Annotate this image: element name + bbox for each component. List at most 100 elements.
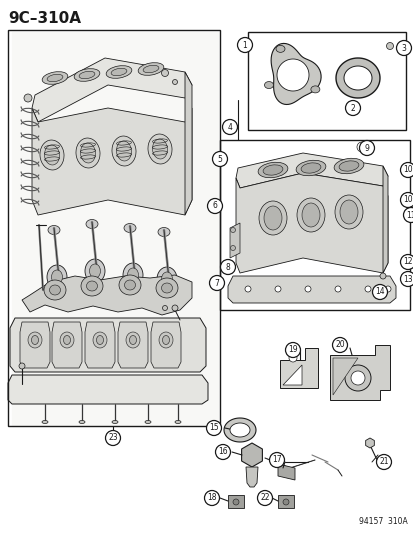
Text: 20: 20 xyxy=(335,341,344,350)
Ellipse shape xyxy=(301,203,319,227)
Circle shape xyxy=(269,453,284,467)
Polygon shape xyxy=(185,72,192,215)
Ellipse shape xyxy=(161,272,172,286)
Circle shape xyxy=(403,207,413,222)
Text: 18: 18 xyxy=(207,494,216,503)
Circle shape xyxy=(233,499,238,505)
Bar xyxy=(247,32,405,130)
Ellipse shape xyxy=(116,141,131,161)
Circle shape xyxy=(399,271,413,287)
Polygon shape xyxy=(365,438,373,448)
Ellipse shape xyxy=(175,421,180,424)
Circle shape xyxy=(345,101,360,116)
Circle shape xyxy=(19,363,25,369)
Ellipse shape xyxy=(106,66,131,78)
Ellipse shape xyxy=(42,71,68,84)
Bar xyxy=(219,140,409,310)
Circle shape xyxy=(364,286,370,292)
Polygon shape xyxy=(230,223,240,258)
Ellipse shape xyxy=(333,158,363,174)
Ellipse shape xyxy=(159,332,173,348)
Polygon shape xyxy=(271,43,320,104)
Ellipse shape xyxy=(338,161,358,171)
Ellipse shape xyxy=(126,332,140,348)
Polygon shape xyxy=(235,153,387,188)
Text: 5: 5 xyxy=(217,155,222,164)
Ellipse shape xyxy=(138,63,164,75)
Text: 8: 8 xyxy=(225,262,230,271)
Ellipse shape xyxy=(74,69,100,82)
Ellipse shape xyxy=(28,332,42,348)
Circle shape xyxy=(230,246,235,251)
Ellipse shape xyxy=(50,285,60,295)
Ellipse shape xyxy=(63,335,70,344)
Ellipse shape xyxy=(86,281,97,291)
Ellipse shape xyxy=(42,421,48,424)
Ellipse shape xyxy=(157,267,177,291)
Text: 22: 22 xyxy=(260,494,269,503)
Ellipse shape xyxy=(93,332,107,348)
Polygon shape xyxy=(223,418,255,442)
Polygon shape xyxy=(118,322,147,368)
Ellipse shape xyxy=(158,228,170,237)
Ellipse shape xyxy=(89,264,100,278)
Circle shape xyxy=(399,163,413,177)
Ellipse shape xyxy=(147,134,172,164)
Polygon shape xyxy=(22,275,192,315)
Circle shape xyxy=(356,142,366,152)
Circle shape xyxy=(161,69,168,77)
Polygon shape xyxy=(52,322,82,368)
Circle shape xyxy=(212,151,227,166)
Ellipse shape xyxy=(48,225,60,235)
Ellipse shape xyxy=(111,68,127,76)
Circle shape xyxy=(344,365,370,391)
Circle shape xyxy=(358,141,374,156)
Ellipse shape xyxy=(51,270,62,284)
Polygon shape xyxy=(277,495,293,508)
Circle shape xyxy=(282,499,288,505)
Circle shape xyxy=(204,490,219,505)
Text: 11: 11 xyxy=(405,211,413,220)
Circle shape xyxy=(172,79,177,85)
Ellipse shape xyxy=(300,163,320,173)
Text: 12: 12 xyxy=(402,257,412,266)
Circle shape xyxy=(288,354,296,362)
Text: 3: 3 xyxy=(401,44,406,52)
Ellipse shape xyxy=(60,332,74,348)
Ellipse shape xyxy=(257,162,287,177)
Ellipse shape xyxy=(112,136,136,166)
Polygon shape xyxy=(245,467,257,487)
Polygon shape xyxy=(230,423,249,437)
Circle shape xyxy=(215,445,230,459)
Text: 17: 17 xyxy=(271,456,281,464)
Ellipse shape xyxy=(85,259,105,283)
Circle shape xyxy=(230,228,235,232)
Ellipse shape xyxy=(310,86,319,93)
Ellipse shape xyxy=(152,139,167,159)
Polygon shape xyxy=(282,365,301,385)
Polygon shape xyxy=(235,173,387,273)
Ellipse shape xyxy=(129,335,136,344)
Polygon shape xyxy=(8,375,207,404)
Polygon shape xyxy=(279,348,317,388)
Text: 7: 7 xyxy=(214,279,219,287)
Ellipse shape xyxy=(86,220,98,229)
Text: 9: 9 xyxy=(364,143,368,152)
Ellipse shape xyxy=(47,74,63,82)
Ellipse shape xyxy=(156,278,178,298)
Circle shape xyxy=(399,192,413,207)
Text: 19: 19 xyxy=(287,345,297,354)
Circle shape xyxy=(207,198,222,214)
Polygon shape xyxy=(382,166,387,273)
Ellipse shape xyxy=(119,275,141,295)
Ellipse shape xyxy=(263,206,281,230)
Circle shape xyxy=(257,490,272,505)
Bar xyxy=(12,32,218,426)
Text: 14: 14 xyxy=(374,287,384,296)
Circle shape xyxy=(386,43,392,50)
Ellipse shape xyxy=(47,265,67,289)
Polygon shape xyxy=(332,358,357,395)
Text: 10: 10 xyxy=(402,196,412,205)
Ellipse shape xyxy=(79,421,85,424)
Polygon shape xyxy=(10,318,206,372)
